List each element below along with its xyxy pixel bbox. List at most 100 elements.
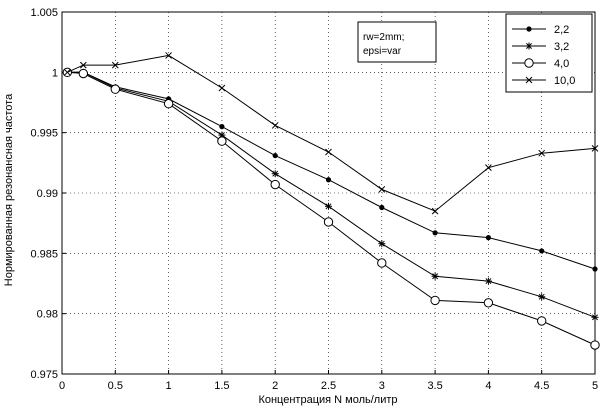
x-marker-stroke [218,84,226,92]
series-10-0 [63,52,599,215]
data-point [590,340,600,350]
data-point [163,99,174,109]
data-point [485,235,491,241]
x-marker-stroke [485,164,492,172]
data-point [323,217,334,227]
circle-marker [110,84,121,94]
data-point [325,148,332,156]
data-point [537,316,547,326]
dot-marker [325,177,332,183]
dot-marker [272,152,278,159]
x-axis-ticks: 0 0.5 1 1.5 2 2.5 3 3.5 4 4.5 5 [59,370,598,392]
y-tick-label: 0.975 [30,369,58,381]
circle-marker [483,298,494,308]
legend-entry: 10,0 [512,75,575,87]
data-point [430,295,440,306]
legend-label: 2,2 [554,24,569,36]
series-3-2 [63,68,599,321]
data-point [111,61,119,69]
data-point [431,207,439,215]
star-marker-stroke [432,273,439,280]
x-marker-stroke [431,207,439,215]
x-marker-stroke [538,149,546,157]
y-tick-label: 1.005 [30,7,58,19]
data-point [379,204,385,211]
data-point [378,240,386,248]
circle-marker [163,99,174,109]
data-point [218,84,226,92]
x-marker-stroke [63,68,71,76]
x-tick-label: 2.5 [321,380,336,392]
data-point [591,313,599,321]
data-point [431,272,439,280]
x-tick-label: 2 [272,380,278,392]
data-point [325,202,332,210]
data-point [538,149,546,157]
y-axis-ticks: 0.975 0.98 0.985 0.99 0.995 1 1.005 [30,7,66,381]
star-marker-stroke [272,170,279,177]
dot-marker [526,26,532,32]
x-tick-label: 1.5 [214,380,229,392]
dot-marker [592,266,598,272]
legend: 2,2 3,2 4,0 10,0 [505,13,593,93]
series-line [67,54,596,212]
data-point [270,179,280,190]
data-point [483,298,494,308]
circle-marker [270,179,280,190]
x-tick-label: 0 [59,380,65,392]
x-marker-stroke [271,122,279,129]
x-marker-stroke [591,144,599,152]
data-point [538,293,546,301]
series-line [67,71,596,318]
y-axis-label: Нормированная резонансная частота [3,93,15,286]
data-point [539,248,545,254]
y-tick-label: 0.98 [37,309,58,321]
annotation-box: rw=2mm; epsi=var [357,21,437,63]
data-point [524,58,534,68]
data-point [63,68,71,76]
circle-marker [78,68,89,79]
x-marker-stroke [79,61,87,69]
x-marker-stroke [378,186,386,193]
data-point [219,124,225,130]
circle-marker [537,316,547,326]
x-tick-label: 4 [485,380,491,392]
x-marker-stroke [525,76,533,84]
x-marker-stroke [111,61,119,69]
data-point [79,61,87,69]
y-tick-label: 0.995 [30,128,58,140]
circle-marker [217,136,227,146]
annotation-line-2: epsi=var [363,46,402,57]
data-point [525,76,533,84]
x-tick-label: 5 [592,380,598,392]
circle-marker [590,340,600,350]
star-marker-stroke [592,314,598,321]
legend-entry: 2,2 [512,24,569,36]
dot-marker [432,230,438,236]
data-point [432,230,438,236]
data-point [272,152,278,159]
legend-entry: 4,0 [512,58,569,70]
x-tick-label: 4.5 [534,380,549,392]
data-point [484,277,492,285]
data-point [591,144,599,152]
y-tick-label: 0.99 [37,188,58,200]
star-marker-stroke [378,240,385,247]
series-layer [62,52,600,350]
data-point [526,26,532,32]
legend-label: 10,0 [554,75,575,87]
annotation-line-1: rw=2mm; [363,32,404,43]
star-marker-stroke [526,43,532,49]
star-marker-stroke [538,293,545,300]
circle-marker [430,295,440,306]
star-marker-stroke [485,278,492,285]
data-point [377,258,387,268]
data-point [217,136,227,146]
series-line [67,71,596,346]
data-point [271,122,279,129]
data-point [78,68,89,79]
data-point [271,170,279,178]
star-marker-stroke [325,203,332,210]
data-point [110,84,121,94]
